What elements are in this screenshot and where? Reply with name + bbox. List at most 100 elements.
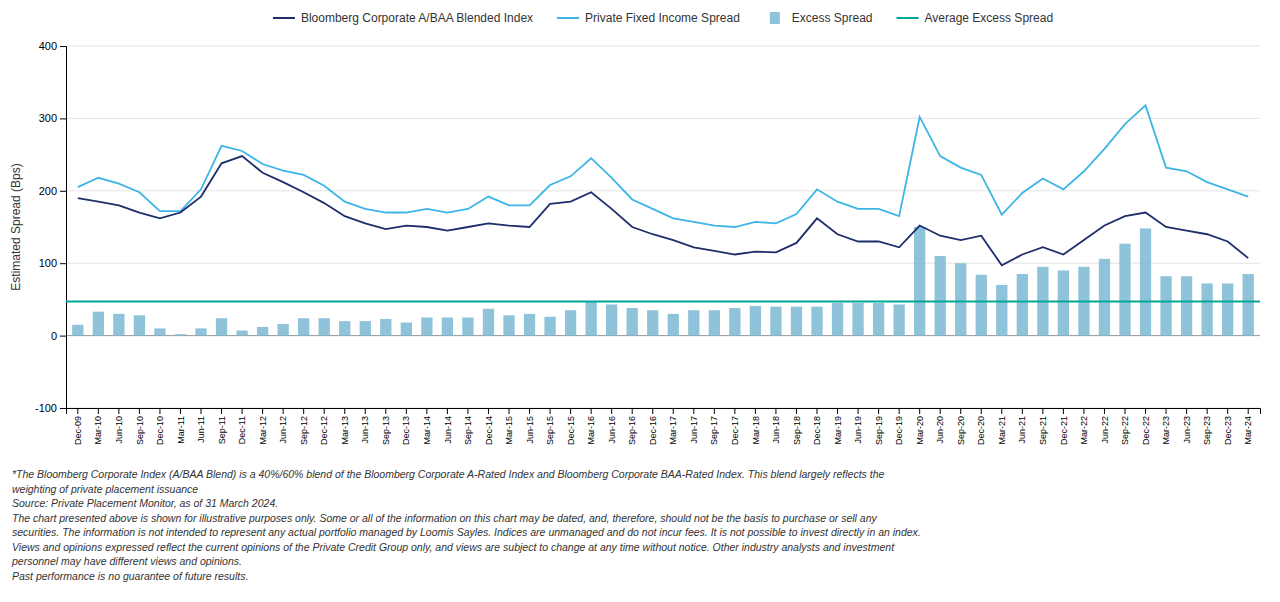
y-tick-mark (60, 46, 66, 47)
bar (565, 310, 576, 335)
x-axis-line (67, 409, 1261, 415)
y-axis-title: Estimated Spread (Bps) (9, 163, 23, 290)
y-tick: 400 (39, 40, 66, 52)
bar (319, 318, 330, 335)
x-tick-mark (139, 408, 140, 414)
bar (1119, 244, 1130, 336)
y-tick-mark (60, 191, 66, 192)
bar (811, 307, 822, 336)
bar (524, 314, 535, 336)
x-tick-label: Sep-23 (1202, 416, 1212, 445)
bar (195, 328, 206, 335)
bar (668, 314, 679, 336)
x-tick-label: Sep-18 (792, 416, 802, 445)
bar (709, 310, 720, 335)
x-tick-mark (283, 408, 284, 414)
x-tick-label: Dec-18 (812, 416, 822, 445)
x-tick: Jun-22 (1100, 408, 1110, 444)
x-tick-label: Jun-10 (114, 416, 124, 444)
x-tick: Sep-23 (1202, 408, 1212, 445)
x-tick-label: Mar-19 (833, 416, 843, 445)
x-tick-label: Jun-22 (1100, 416, 1110, 444)
x-tick-label: Dec-21 (1059, 416, 1069, 445)
x-tick: Dec-10 (155, 408, 165, 445)
x-tick-label: Dec-12 (319, 416, 329, 445)
x-tick-mark (1166, 408, 1167, 414)
legend-label: Bloomberg Corporate A/BAA Blended Index (301, 11, 533, 25)
footnote-part: weighting of private placement issuance (12, 483, 198, 495)
plot: -1000100200300400Dec-09Mar-10Jun-10Sep-1… (35, 40, 1261, 445)
x-tick-label: Mar-15 (504, 416, 514, 445)
x-tick-mark (324, 408, 325, 414)
x-tick-mark (919, 408, 920, 414)
grid-line (66, 263, 1260, 264)
x-tick-label: Jun-21 (1017, 416, 1027, 444)
footnote-part: personnel may have different views and o… (11, 555, 242, 567)
legend-item: Bloomberg Corporate A/BAA Blended Index (273, 11, 533, 25)
bar (1243, 274, 1254, 336)
x-tick: Jun-19 (853, 408, 863, 444)
grid-line (66, 118, 1260, 119)
bar (852, 303, 863, 336)
bar (175, 334, 186, 335)
x-tick: Jun-21 (1017, 408, 1027, 444)
bar (401, 323, 412, 336)
x-tick-mark (1227, 408, 1228, 414)
bar (1099, 259, 1110, 336)
x-tick-label: Dec-17 (730, 416, 740, 445)
x-tick: Jun-12 (278, 408, 288, 444)
x-tick: Dec-22 (1141, 408, 1151, 445)
x-tick: Mar-23 (1161, 408, 1171, 445)
bar (339, 321, 350, 335)
x-tick-mark (1207, 408, 1208, 414)
x-tick-label: Dec-19 (894, 416, 904, 445)
y-tick-label: 300 (39, 112, 57, 124)
bar (462, 318, 473, 336)
x-tick-mark (652, 408, 653, 414)
legend-symbol (273, 17, 295, 19)
x-tick-label: Dec-15 (566, 416, 576, 445)
x-tick: Dec-15 (566, 408, 576, 445)
bar (298, 318, 309, 335)
x-tick: Jun-23 (1182, 408, 1192, 444)
bar (421, 318, 432, 336)
y-tick: 100 (39, 257, 66, 269)
x-tick: Dec-09 (73, 408, 83, 445)
bar (791, 307, 802, 336)
x-tick-label: Dec-20 (976, 416, 986, 445)
bar (503, 315, 514, 335)
x-tick-label: Jun-18 (771, 416, 781, 444)
x-tick: Sep-10 (135, 408, 145, 445)
x-tick-label: Mar-10 (93, 416, 103, 445)
x-tick-mark (1145, 408, 1146, 414)
x-tick: Sep-19 (874, 408, 884, 445)
bar (72, 325, 83, 336)
x-tick-mark (426, 408, 427, 414)
y-tick-label: 100 (39, 257, 57, 269)
footnote: Views and opinions expressed reflect the… (12, 541, 895, 553)
x-tick-mark (221, 408, 222, 414)
bar (750, 306, 761, 336)
x-tick: Dec-23 (1223, 408, 1233, 445)
x-tick-mark (775, 408, 776, 414)
bar (134, 315, 145, 335)
grid-line (66, 190, 1260, 191)
bar (442, 318, 453, 336)
x-tick-mark (837, 408, 838, 414)
x-tick-mark (180, 408, 181, 414)
x-tick-mark (693, 408, 694, 414)
x-tick: Mar-12 (258, 408, 268, 445)
x-tick-mark (960, 408, 961, 414)
x-tick: Sep-17 (709, 408, 719, 445)
y-tick-mark (60, 336, 66, 337)
x-tick-mark (303, 408, 304, 414)
x-tick: Sep-14 (463, 408, 473, 445)
x-tick-label: Sep-22 (1120, 416, 1130, 445)
x-tick: Dec-16 (648, 408, 658, 445)
x-axis: Dec-09Mar-10Jun-10Sep-10Dec-10Mar-11Jun-… (67, 408, 1261, 445)
footnote: The chart presented above is shown for i… (12, 512, 878, 524)
x-tick-label: Dec-11 (237, 416, 247, 444)
legend-symbol (897, 17, 919, 19)
bar (113, 314, 124, 336)
x-tick-label: Jun-11 (196, 416, 206, 443)
